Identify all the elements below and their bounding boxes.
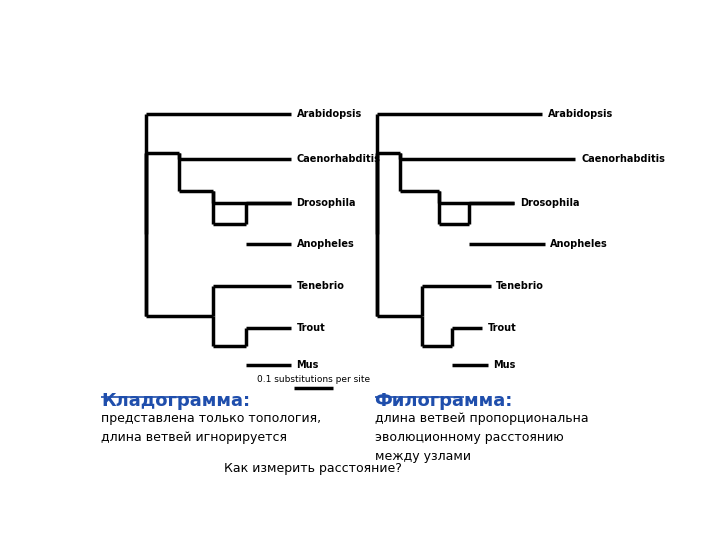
- Text: представлена только топология,
длина ветвей игнорируется: представлена только топология, длина вет…: [101, 412, 321, 444]
- Text: Tenebrio: Tenebrio: [297, 281, 344, 291]
- Text: Филограмма:: Филограмма:: [374, 392, 513, 410]
- Text: Trout: Trout: [488, 322, 517, 333]
- Text: Anopheles: Anopheles: [297, 239, 354, 249]
- Text: Anopheles: Anopheles: [550, 239, 608, 249]
- Text: Кладограмма:: Кладограмма:: [101, 392, 251, 410]
- Text: Trout: Trout: [297, 322, 325, 333]
- Text: Tenebrio: Tenebrio: [496, 281, 544, 291]
- Text: Drosophila: Drosophila: [520, 198, 579, 208]
- Text: Drosophila: Drosophila: [297, 198, 356, 208]
- Text: длина ветвей пропорциональна
эволюционному расстоянию
между узлами: длина ветвей пропорциональна эволюционно…: [374, 412, 588, 463]
- Text: Caenorhabditis: Caenorhabditis: [297, 154, 380, 164]
- Text: 0.1 substitutions per site: 0.1 substitutions per site: [256, 375, 370, 384]
- Text: Caenorhabditis: Caenorhabditis: [581, 154, 665, 164]
- Text: Arabidopsis: Arabidopsis: [297, 109, 361, 119]
- Text: Как измерить расстояние?: Как измерить расстояние?: [224, 462, 402, 475]
- Text: Arabidopsis: Arabidopsis: [548, 109, 613, 119]
- Text: Mus: Mus: [297, 360, 319, 370]
- Text: Mus: Mus: [493, 360, 516, 370]
